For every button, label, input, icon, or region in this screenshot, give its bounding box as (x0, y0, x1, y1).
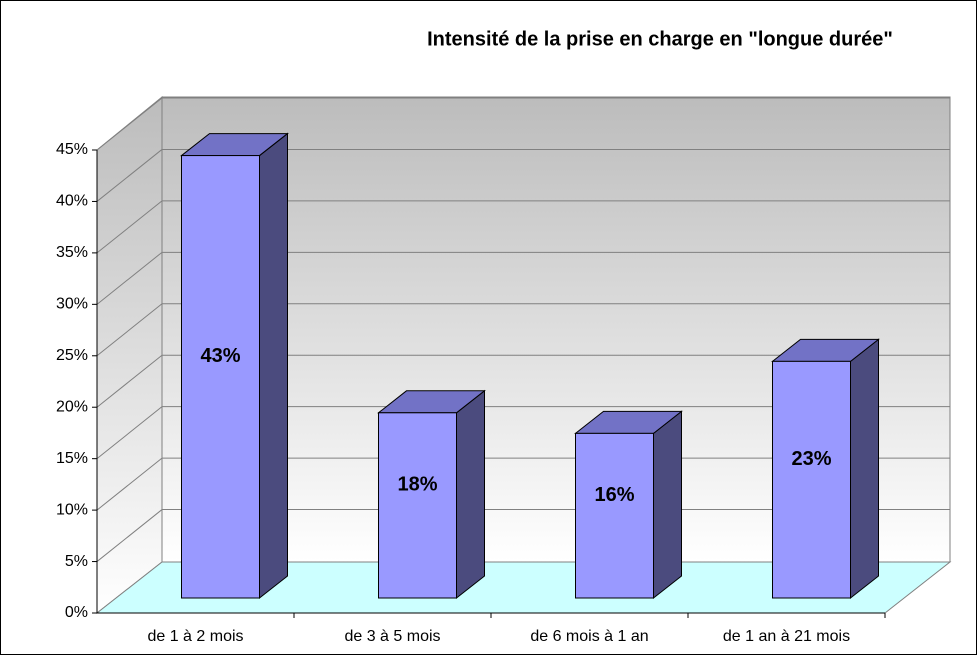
value-label: 16% (594, 484, 634, 506)
grid-line (96, 509, 163, 562)
grid-line (96, 251, 163, 305)
grid-line (96, 97, 163, 151)
bar-side (653, 410, 682, 600)
x-tick-label: de 3 à 5 mois (344, 628, 440, 645)
grid-line (96, 200, 163, 254)
y-tick-label: 15% (56, 450, 88, 467)
grid-line (96, 303, 163, 357)
y-tick-label: 0% (65, 604, 88, 621)
x-tick-label: de 6 mois à 1 an (530, 628, 648, 645)
value-label: 23% (791, 448, 831, 470)
value-label: 18% (397, 474, 437, 496)
bar-side (850, 338, 879, 600)
chart-title: Intensité de la prise en charge en "long… (427, 28, 893, 50)
bar (772, 360, 851, 599)
grid-line (96, 149, 163, 202)
y-tick-label: 35% (56, 244, 88, 261)
y-tick-label: 30% (56, 296, 88, 313)
bar-side (456, 389, 485, 600)
y-tick-label: 45% (56, 141, 88, 158)
value-label: 43% (200, 345, 240, 367)
bar (378, 412, 457, 599)
y-tick-label: 5% (65, 553, 88, 570)
bar (575, 432, 654, 599)
x-tick-label: de 1 à 2 mois (147, 628, 243, 645)
y-tick-label: 20% (56, 398, 88, 415)
bar (181, 155, 260, 599)
grid-line (96, 406, 163, 460)
grid-line (96, 457, 163, 511)
y-tick-label: 40% (56, 193, 88, 210)
y-tick-label: 10% (56, 501, 88, 518)
bar-side (259, 132, 288, 600)
grid-line (96, 354, 163, 408)
y-tick-label: 25% (56, 347, 88, 364)
x-tick-label: de 1 an à 21 mois (723, 628, 850, 645)
